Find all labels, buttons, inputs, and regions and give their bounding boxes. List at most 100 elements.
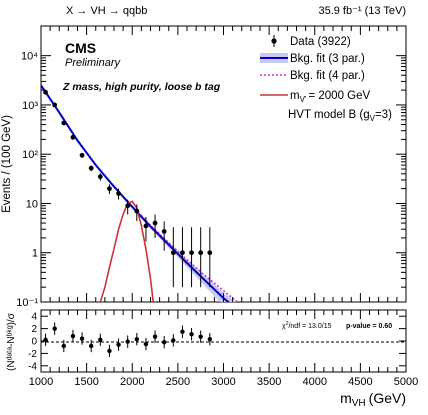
pull-point [143,341,149,347]
x-tick-label: 4000 [303,376,327,388]
data-point [52,102,58,108]
data-point [189,250,194,256]
process-title: X → VH → qqbb [66,5,147,17]
data-point [170,250,176,256]
pull-point [152,334,158,339]
pull-point [134,336,140,342]
ratio-y-axis: 420-2-4 [28,312,406,372]
data-point [116,191,121,196]
ratio-y-tick-label: 0 [31,337,37,348]
pull-point [107,348,112,354]
data-point [180,250,185,256]
x-tick-label: 2500 [166,376,190,388]
main-y-tick-label: 1 [32,248,38,260]
pull-point [61,343,67,349]
legend-fit3-label: Bkg. fit (3 par.) [290,53,365,65]
chi2-value: /ndf = 13.0/15 [288,323,331,330]
x-tick-label: 1000 [29,376,53,388]
x-tick-label: 4500 [348,376,372,388]
legend-signal-value: = 2000 GeV [308,90,370,102]
ratio-y-tick-label: 4 [31,312,37,323]
x-tick-label: 2000 [120,376,144,388]
preliminary-label: Preliminary [65,57,122,69]
x-tick-label: 3000 [211,376,235,388]
pull-point [98,337,103,342]
data-point [97,174,103,180]
legend-data-label: Data (3922) [290,36,351,48]
x-tick-label: 3500 [257,376,281,388]
signal-curve [99,200,154,302]
data-point [207,250,213,256]
data-point [161,229,167,234]
cms-label: CMS [65,40,96,56]
pvalue-label: p-value = 0.60 [346,323,392,330]
legend-model-text: HVT model B (g [288,109,370,121]
pull-point [88,343,94,349]
pull-point [171,338,176,343]
main-y-tick-label: 10 [26,198,38,210]
ratio-y-axis-label: (Nᵈᵃᵗᵃ-Nᵇᵏᵍ)/σ [6,312,17,371]
legend-signal-m: m [290,90,300,102]
data-point [198,250,204,256]
legend-signal-entry: mV' = 2000 GeV [260,90,370,104]
pull-point [207,336,213,342]
legend-fit4-label: Bkg. fit (4 par.) [290,70,365,82]
pull-point [180,329,185,334]
main-y-tick-label: 10³ [22,100,38,112]
pull-point [79,336,85,341]
category-label: Z mass, high purity, loose b tag [62,81,221,93]
fit3-layer [41,84,230,302]
legend-fit4-entry: Bkg. fit (4 par.) [260,70,365,82]
fit4-layer [41,84,239,302]
data-point [61,120,67,126]
data-point [107,186,112,192]
pull-point [52,326,57,331]
main-y-axis-label: Events / (100 GeV) [1,115,13,213]
main-y-tick-label: 10² [22,149,38,161]
data-point [79,152,85,158]
x-axis-label-m: m [340,390,352,406]
pull-point [161,340,167,345]
chi2-symbol: χ [282,323,286,330]
luminosity-label: 35.9 fb⁻¹ (13 TeV) [318,5,406,17]
fit3-curve [41,84,230,302]
x-axis-label-sub: VH [352,398,366,409]
legend-signal-sub: V' [300,95,307,104]
data-point [43,89,48,95]
pull-point [189,331,194,337]
fit4-curve [41,84,239,302]
ratio-y-tick-label: -2 [28,349,37,360]
legend-model-label: HVT model B (gV=3) [288,109,392,123]
data-point [134,208,140,214]
legend: Data (3922) Bkg. fit (3 par.) Bkg. fit (… [260,35,392,123]
legend-model-end: =3) [375,109,392,121]
main-y-axis: 10⁻¹ 1 10 10² 10³ 10⁴ [16,51,406,309]
signal-layer [99,200,154,302]
x-axis-label-unit: (GeV) [369,390,406,406]
chi2-label: χ2/ndf = 13.0/15 [282,321,332,330]
data-point [88,165,94,171]
x-axis-label: mVH (GeV) [340,390,406,409]
ratio-panel-frame [40,309,407,373]
x-axis: 1000 1500 2000 2500 3000 3500 4000 4500 5000 [29,26,418,388]
legend-data-entry: Data (3922) [271,35,351,48]
pull-point [125,339,130,344]
x-tick-label: 5000 [394,376,418,388]
legend-signal-label: mV' = 2000 GeV [290,90,370,104]
pull-point [116,342,121,347]
data-point [152,220,158,226]
ratio-points-layer [43,322,213,358]
main-plot-area [41,84,239,302]
ratio-y-tick-label: -4 [28,361,37,372]
data-point [70,134,76,140]
legend-model-sub: V [370,114,376,123]
main-y-tick-label: 10⁻¹ [16,297,38,309]
ratio-y-tick-label: 2 [31,324,37,335]
legend-fit3-entry: Bkg. fit (3 par.) [260,53,365,65]
data-points-layer [43,89,213,288]
data-point [125,203,131,209]
main-y-tick-label: 10⁴ [21,51,38,63]
chi2-sup: 2 [286,321,289,327]
pull-point [70,333,76,339]
